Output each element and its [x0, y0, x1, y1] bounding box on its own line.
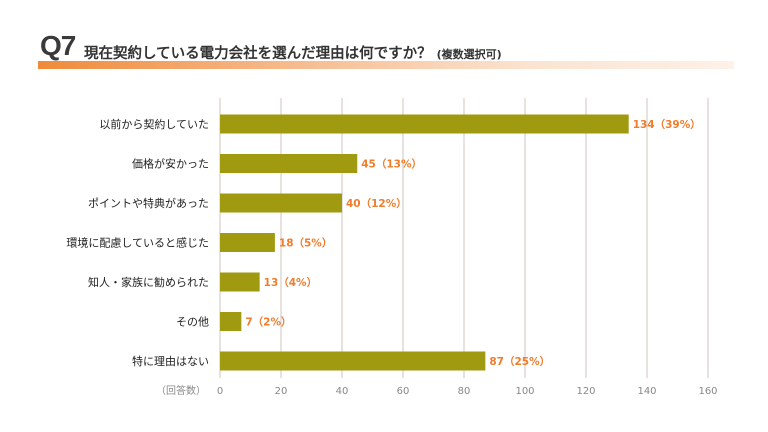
value-label: 7（2%）: [245, 316, 291, 329]
bar: [220, 312, 242, 331]
x-tick-label: 60: [397, 386, 410, 397]
category-label: その他: [176, 316, 209, 329]
question-note: (複数選択可): [436, 48, 502, 61]
x-tick-label: 120: [576, 386, 595, 397]
value-label: 18（5%）: [279, 237, 332, 250]
question-title: 現在契約している電力会社を選んだ理由は何ですか？ (複数選択可): [84, 42, 502, 63]
bar: [220, 154, 358, 173]
bar: [220, 233, 275, 252]
x-tick-label: 20: [275, 386, 288, 397]
category-label: 知人・家族に勧められた: [88, 275, 209, 289]
category-label: 環境に配慮していると感じた: [66, 236, 209, 250]
category-label: ポイントや特典があった: [88, 196, 209, 210]
value-label: 40（12%）: [346, 197, 407, 210]
bar: [220, 193, 342, 213]
labels: 0 20 40 60 80 100 120 140 160 （回答数） 以前から契約していた 134（…: [66, 117, 717, 397]
question-number: Q7: [40, 30, 76, 61]
category-label: 特に理由はない: [132, 354, 209, 368]
category-label: 以前から契約していた: [99, 117, 209, 131]
x-tick-label: 160: [698, 386, 717, 397]
value-label: 134（39%）: [633, 118, 701, 131]
x-axis-title: （回答数）: [156, 384, 206, 397]
header-accent-bar: [38, 61, 734, 69]
x-tick-label: 100: [515, 386, 534, 397]
question-text: 現在契約している電力会社を選んだ理由は何ですか？: [84, 46, 432, 62]
value-label: 45（13%）: [361, 158, 422, 171]
x-tick-label: 40: [336, 386, 349, 397]
bar: [220, 272, 260, 292]
grid-lines: [219, 98, 709, 378]
bar: [220, 114, 629, 134]
bars: [220, 114, 629, 371]
category-label: 価格が安かった: [132, 157, 209, 171]
x-tick-label: 80: [458, 386, 471, 397]
chart-header: Q7 現在契約している電力会社を選んだ理由は何ですか？ (複数選択可): [0, 0, 768, 80]
value-label: 13（4%）: [264, 276, 317, 289]
x-tick-label: 0: [217, 386, 223, 397]
x-tick-label: 140: [637, 386, 656, 397]
value-label: 87（25%）: [489, 355, 550, 368]
bar: [220, 351, 486, 371]
